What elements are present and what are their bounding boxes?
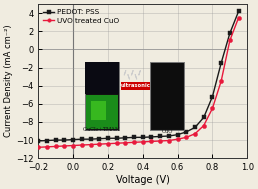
UVO treated CuO (89, 143, 92, 146)
PEDOT: PSS: (0.85, -1.5): PSS: (0.85, -1.5) (220, 62, 223, 64)
UVO treated CuO (133, 141, 136, 143)
X-axis label: Voltage (V): Voltage (V) (116, 175, 170, 185)
Line: PEDOT: PSS: PEDOT: PSS (36, 9, 241, 143)
UVO treated CuO (124, 142, 127, 144)
PEDOT: PSS: (0.55, -9.55): PSS: (0.55, -9.55) (167, 135, 171, 137)
UVO treated CuO (54, 145, 57, 148)
PEDOT: PSS: (0.5, -9.6): PSS: (0.5, -9.6) (159, 135, 162, 138)
UVO treated CuO (237, 17, 240, 19)
PEDOT: PSS: (-0.15, -10.1): PSS: (-0.15, -10.1) (45, 139, 49, 142)
PEDOT: PSS: (0.9, 1.8): PSS: (0.9, 1.8) (228, 32, 231, 34)
PEDOT: PSS: (0.2, -9.8): PSS: (0.2, -9.8) (106, 137, 109, 139)
PEDOT: PSS: (-0.1, -10): PSS: (-0.1, -10) (54, 139, 57, 141)
UVO treated CuO (194, 133, 197, 135)
PEDOT: PSS: (0.95, 4.2): PSS: (0.95, 4.2) (237, 10, 240, 12)
PEDOT: PSS: (0.15, -9.85): PSS: (0.15, -9.85) (98, 138, 101, 140)
UVO treated CuO (220, 80, 223, 82)
Y-axis label: Current Density (mA cm⁻²): Current Density (mA cm⁻²) (4, 25, 13, 137)
UVO treated CuO (80, 144, 83, 146)
PEDOT: PSS: (0.35, -9.7): PSS: (0.35, -9.7) (133, 136, 136, 139)
UVO treated CuO (228, 39, 231, 42)
PEDOT: PSS: (-0.2, -10.1): PSS: (-0.2, -10.1) (37, 140, 40, 142)
UVO treated CuO (106, 143, 109, 145)
UVO treated CuO (63, 145, 66, 147)
UVO treated CuO (159, 140, 162, 142)
Line: UVO treated CuO: UVO treated CuO (36, 16, 241, 149)
UVO treated CuO (176, 138, 179, 140)
UVO treated CuO (202, 124, 205, 127)
UVO treated CuO (98, 143, 101, 145)
PEDOT: PSS: (-0.05, -10): PSS: (-0.05, -10) (63, 139, 66, 141)
UVO treated CuO (45, 146, 49, 148)
PEDOT: PSS: (0.65, -9.1): PSS: (0.65, -9.1) (185, 131, 188, 133)
PEDOT: PSS: (0.25, -9.8): PSS: (0.25, -9.8) (115, 137, 118, 139)
Legend: PEDOT: PSS, UVO treated CuO: PEDOT: PSS, UVO treated CuO (42, 8, 121, 25)
PEDOT: PSS: (0.45, -9.65): PSS: (0.45, -9.65) (150, 136, 153, 138)
PEDOT: PSS: (0, -9.95): PSS: (0, -9.95) (71, 139, 75, 141)
UVO treated CuO (167, 139, 171, 142)
PEDOT: PSS: (0.75, -7.5): PSS: (0.75, -7.5) (202, 116, 205, 119)
UVO treated CuO (150, 140, 153, 143)
PEDOT: PSS: (0.6, -9.4): PSS: (0.6, -9.4) (176, 133, 179, 136)
UVO treated CuO (211, 107, 214, 109)
PEDOT: PSS: (0.1, -9.9): PSS: (0.1, -9.9) (89, 138, 92, 140)
PEDOT: PSS: (0.3, -9.75): PSS: (0.3, -9.75) (124, 137, 127, 139)
UVO treated CuO (185, 136, 188, 139)
UVO treated CuO (71, 144, 75, 147)
PEDOT: PSS: (0.05, -9.9): PSS: (0.05, -9.9) (80, 138, 83, 140)
PEDOT: PSS: (0.8, -5.2): PSS: (0.8, -5.2) (211, 95, 214, 98)
PEDOT: PSS: (0.7, -8.6): PSS: (0.7, -8.6) (194, 126, 197, 129)
UVO treated CuO (141, 141, 144, 143)
PEDOT: PSS: (0.4, -9.7): PSS: (0.4, -9.7) (141, 136, 144, 139)
UVO treated CuO (37, 146, 40, 148)
UVO treated CuO (115, 142, 118, 144)
